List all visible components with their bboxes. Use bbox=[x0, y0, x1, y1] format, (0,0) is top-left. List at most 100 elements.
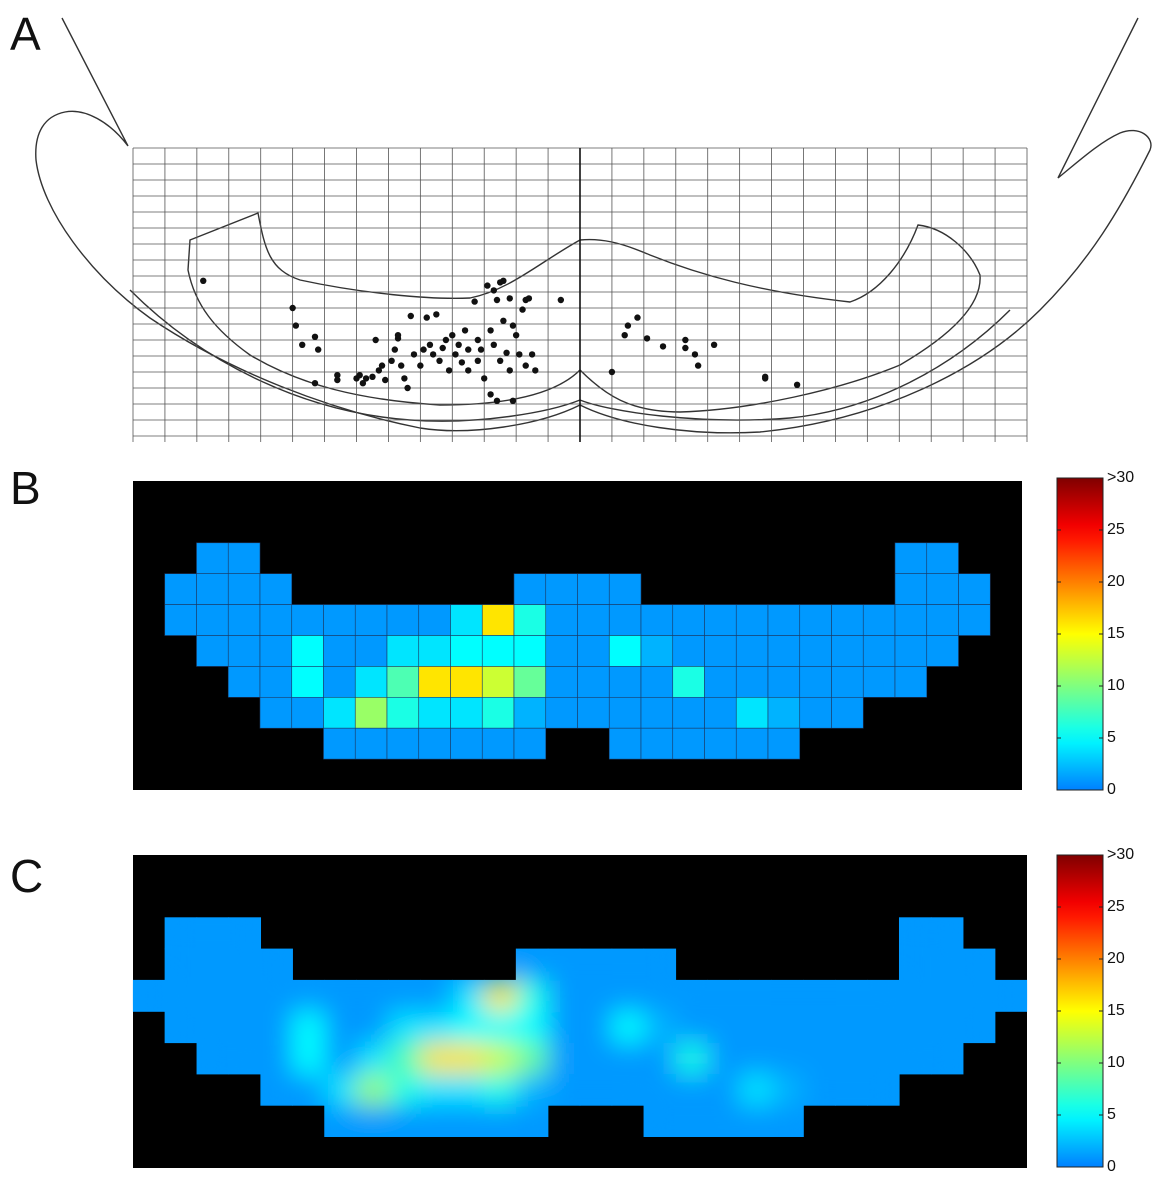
heatmap-cell bbox=[927, 543, 959, 574]
heatmap-cell bbox=[867, 1043, 899, 1074]
heatmap-cell bbox=[578, 574, 610, 605]
data-point bbox=[644, 335, 650, 341]
heatmap-cell bbox=[644, 1043, 676, 1074]
colorbar-label: 0 bbox=[1107, 1158, 1116, 1175]
heatmap-cell bbox=[452, 980, 484, 1011]
heatmap-cell bbox=[548, 980, 580, 1011]
heatmap-cell bbox=[931, 949, 963, 980]
heatmap-cell bbox=[899, 1043, 931, 1074]
heatmap-cell bbox=[863, 666, 895, 697]
heatmap-cell bbox=[548, 949, 580, 980]
colorbar-label: 10 bbox=[1107, 677, 1125, 694]
heatmap-cell bbox=[740, 980, 772, 1011]
heatmap-cell bbox=[324, 697, 356, 728]
heatmap-cell bbox=[641, 666, 673, 697]
heatmap-cell bbox=[388, 1012, 420, 1043]
heatmap-cell bbox=[705, 636, 737, 667]
data-point bbox=[532, 367, 538, 373]
heatmap-cell bbox=[899, 949, 931, 980]
heatmap-cell bbox=[609, 605, 641, 636]
heatmap-cell bbox=[325, 1043, 357, 1074]
heatmap-cell bbox=[197, 980, 229, 1011]
heatmap-cell bbox=[261, 949, 293, 980]
heatmap-cell bbox=[708, 1043, 740, 1074]
data-point bbox=[794, 382, 800, 388]
data-point bbox=[395, 332, 401, 338]
heatmap-cell bbox=[420, 1043, 452, 1074]
heatmap-cell bbox=[804, 980, 836, 1011]
heatmap-cell bbox=[927, 605, 959, 636]
heatmap-cell bbox=[772, 980, 804, 1011]
heatmap-cell bbox=[388, 980, 420, 1011]
data-point bbox=[404, 385, 410, 391]
heatmap-cell bbox=[197, 1012, 229, 1043]
heatmap-cell bbox=[229, 918, 261, 949]
heatmap-cell bbox=[705, 728, 737, 759]
heatmap-cell bbox=[895, 543, 927, 574]
heatmap-cell bbox=[228, 574, 260, 605]
heatmap-cell bbox=[772, 1074, 804, 1105]
heatmap-cell bbox=[963, 980, 995, 1011]
data-point bbox=[507, 295, 513, 301]
heatmap-cell bbox=[514, 728, 546, 759]
data-point bbox=[408, 313, 414, 319]
heatmap-cell bbox=[452, 1074, 484, 1105]
data-point bbox=[388, 358, 394, 364]
data-point bbox=[315, 346, 321, 352]
data-point bbox=[682, 337, 688, 343]
heatmap-cell bbox=[261, 1043, 293, 1074]
heatmap-cell bbox=[165, 918, 197, 949]
heatmap-cell bbox=[800, 697, 832, 728]
heatmap-cell bbox=[484, 1074, 516, 1105]
heatmap-cell bbox=[736, 605, 768, 636]
heatmap-cell bbox=[357, 1074, 389, 1105]
data-point bbox=[475, 337, 481, 343]
data-point bbox=[622, 332, 628, 338]
heatmap-cell bbox=[612, 980, 644, 1011]
heatmap-cell bbox=[578, 605, 610, 636]
data-point bbox=[369, 374, 375, 380]
heatmap-cell bbox=[516, 1043, 548, 1074]
heatmap-cell bbox=[673, 728, 705, 759]
data-point bbox=[392, 346, 398, 352]
heatmap-cell bbox=[804, 1074, 836, 1105]
heatmap-cell bbox=[451, 666, 483, 697]
heatmap-cell bbox=[514, 574, 546, 605]
data-point bbox=[420, 346, 426, 352]
data-point bbox=[446, 367, 452, 373]
heatmap-cell bbox=[387, 728, 419, 759]
heatmap-cell bbox=[740, 1043, 772, 1074]
data-point bbox=[289, 305, 295, 311]
data-point bbox=[660, 343, 666, 349]
heatmap-cell bbox=[229, 1012, 261, 1043]
colorbar-label: 0 bbox=[1107, 781, 1116, 798]
heatmap-cell bbox=[514, 605, 546, 636]
heatmap-cell bbox=[609, 728, 641, 759]
colorbar-label: >30 bbox=[1107, 469, 1134, 486]
heatmap-cell bbox=[612, 1074, 644, 1105]
heatmap-cell bbox=[482, 728, 514, 759]
data-point bbox=[625, 322, 631, 328]
data-point bbox=[494, 297, 500, 303]
data-point bbox=[379, 362, 385, 368]
heatmap-cell bbox=[324, 636, 356, 667]
heatmap-cell bbox=[832, 605, 864, 636]
heatmap-cell bbox=[641, 605, 673, 636]
data-point bbox=[519, 306, 525, 312]
data-point bbox=[695, 362, 701, 368]
heatmap-cell bbox=[578, 697, 610, 728]
heatmap-cell bbox=[228, 636, 260, 667]
page: {"chart_data": [ {"type": "scatter", "pa… bbox=[0, 0, 1156, 1177]
heatmap-cell bbox=[612, 1012, 644, 1043]
heatmap-cell bbox=[514, 666, 546, 697]
heatmap-cell bbox=[676, 980, 708, 1011]
heatmap-cell bbox=[197, 574, 229, 605]
data-point bbox=[312, 334, 318, 340]
heatmap-cell bbox=[835, 1074, 867, 1105]
colorbar-label: 10 bbox=[1107, 1054, 1125, 1071]
heatmap-cell bbox=[260, 697, 292, 728]
heatmap-cell bbox=[867, 1012, 899, 1043]
heatmap-cell bbox=[484, 1043, 516, 1074]
outline bbox=[36, 18, 1151, 433]
heatmap-cell bbox=[644, 1105, 676, 1136]
